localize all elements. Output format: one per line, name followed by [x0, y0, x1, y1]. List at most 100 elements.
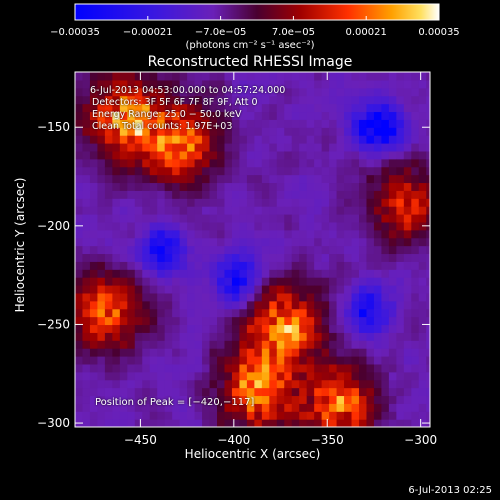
heatmap-cell [97, 348, 106, 357]
heatmap-cell [89, 182, 99, 191]
heatmap-cell [261, 111, 270, 120]
heatmap-cell [403, 332, 412, 341]
heatmap-cell [411, 214, 420, 223]
heatmap-cell [254, 221, 263, 231]
heatmap-cell [373, 229, 383, 239]
heatmap-cell [149, 72, 158, 81]
heatmap-cell [157, 387, 166, 397]
heatmap-cell [388, 363, 397, 373]
heatmap-cell [202, 324, 211, 333]
heatmap-cell [194, 150, 203, 160]
heatmap-cell [381, 269, 390, 278]
heatmap-cell [314, 324, 323, 333]
heatmap-cell [418, 237, 427, 247]
heatmap-cell [299, 356, 308, 365]
heatmap-cell [209, 79, 218, 89]
heatmap-cell [97, 95, 106, 105]
heatmap-cell [373, 111, 383, 120]
heatmap-cell [217, 237, 226, 247]
heatmap-cell [187, 395, 196, 404]
heatmap-cell [179, 340, 188, 349]
heatmap-cell [418, 190, 427, 199]
heatmap-cell [299, 363, 308, 373]
heatmap-cell [269, 119, 278, 128]
heatmap-cell [336, 277, 345, 286]
heatmap-cell [134, 87, 143, 97]
heatmap-cell [231, 403, 241, 412]
heatmap-cell [314, 316, 323, 326]
heatmap-cell [134, 119, 143, 128]
heatmap-cell [142, 87, 151, 97]
heatmap-cell [284, 403, 293, 412]
heatmap-cell [329, 229, 338, 239]
heatmap-cell [299, 143, 308, 152]
heatmap-cell [351, 356, 360, 365]
heatmap-cell [112, 261, 121, 270]
heatmap-cell [254, 269, 263, 278]
heatmap-cell [112, 253, 121, 262]
heatmap-cell [306, 221, 315, 231]
heatmap-cell [202, 206, 211, 215]
heatmap-cell [172, 182, 181, 191]
heatmap-cell [142, 198, 151, 207]
heatmap-cell [142, 229, 151, 239]
heatmap-cell [246, 79, 255, 89]
heatmap-cell [104, 111, 113, 120]
heatmap-cell [239, 198, 248, 207]
heatmap-cell [82, 206, 91, 215]
heatmap-cell [321, 261, 330, 270]
heatmap-cell [269, 387, 278, 397]
heatmap-cell [269, 340, 278, 349]
heatmap-cell [373, 371, 383, 381]
heatmap-cell [224, 285, 233, 294]
heatmap-cell [209, 206, 218, 215]
heatmap-cell [366, 190, 375, 199]
heatmap-cell [134, 308, 143, 318]
heatmap-cell [231, 237, 241, 247]
heatmap-cell [366, 150, 375, 160]
heatmap-cell [276, 229, 285, 239]
heatmap-cell [209, 127, 218, 136]
heatmap-cell [388, 356, 397, 365]
heatmap-cell [269, 324, 278, 333]
heatmap-cell [411, 363, 420, 373]
heatmap-cell [112, 332, 121, 341]
heatmap-cell [164, 166, 173, 176]
heatmap-cell [366, 72, 375, 81]
heatmap-cell [172, 174, 181, 184]
heatmap-cell [314, 403, 323, 412]
heatmap-cell [344, 419, 353, 427]
heatmap-cell [172, 269, 181, 278]
heatmap-cell [89, 214, 99, 223]
heatmap-cell [344, 403, 353, 412]
heatmap-cell [403, 174, 412, 184]
heatmap-cell [321, 379, 330, 389]
heatmap-cell [306, 300, 315, 310]
heatmap-cell [82, 221, 91, 231]
heatmap-cell [179, 308, 188, 318]
heatmap-cell [336, 143, 345, 152]
heatmap-cell [366, 332, 375, 341]
heatmap-cell [291, 198, 300, 207]
heatmap-cell [202, 379, 211, 389]
heatmap-cell [426, 229, 430, 239]
heatmap-cell [224, 253, 233, 262]
heatmap-cell [284, 166, 293, 176]
heatmap-cell [284, 174, 293, 184]
heatmap-cell [381, 143, 390, 152]
heatmap-cell [89, 221, 99, 231]
heatmap-cell [172, 316, 181, 326]
heatmap-cell [224, 103, 233, 113]
heatmap-cell [261, 356, 270, 365]
heatmap-cell [403, 371, 412, 381]
heatmap-cell [359, 229, 368, 239]
heatmap-cell [403, 150, 412, 160]
heatmap-cell [149, 253, 158, 262]
heatmap-cell [142, 411, 151, 420]
heatmap-cell [112, 387, 121, 397]
heatmap-cell [104, 332, 113, 341]
heatmap-cell [194, 332, 203, 341]
heatmap-cell [291, 127, 300, 136]
heatmap-cell [418, 229, 427, 239]
heatmap-cell [291, 237, 300, 247]
